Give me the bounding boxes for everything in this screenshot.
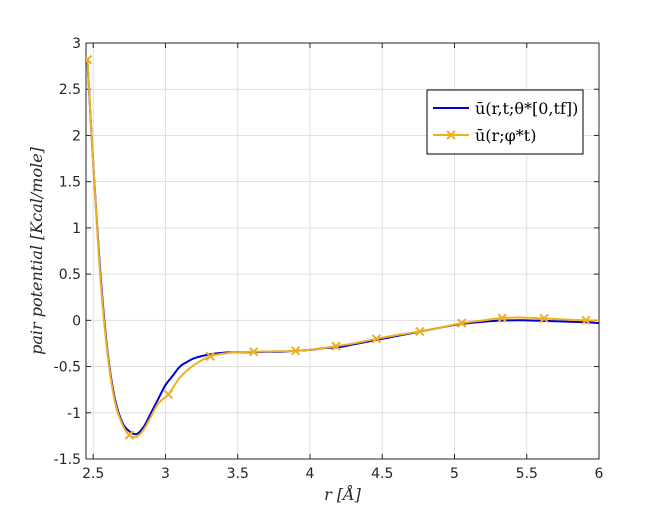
y-tick-label: 0 <box>72 313 81 329</box>
series-2-marker <box>124 430 135 440</box>
series-2-marker <box>581 315 591 326</box>
series-2-marker <box>86 54 93 65</box>
y-tick-label: 2.5 <box>59 82 81 98</box>
x-tick-label: 3.5 <box>227 466 249 482</box>
y-tick-label: 2 <box>72 128 81 144</box>
y-tick-label: -0.5 <box>54 360 81 376</box>
tick-labels: 2.5 3 3.5 4 4.5 5 5.5 6 -1.5 -1 -0.5 0 0.5 1 1.5 2 2.5 3 <box>54 36 604 482</box>
series-2-marker <box>205 351 215 362</box>
y-tick-label: -1 <box>67 406 81 422</box>
axes <box>85 42 600 460</box>
y-tick-label: 3 <box>72 36 81 52</box>
series-2-marker <box>457 318 467 328</box>
y-tick-label: 1 <box>72 221 81 237</box>
series-2-marker <box>331 341 341 351</box>
legend-x-marker <box>446 130 456 140</box>
series-2-marker <box>163 389 174 399</box>
x-tick-label: 4 <box>306 466 315 482</box>
y-axis-label: pair potential [Kcal/mole] <box>27 146 46 355</box>
series-2-marker <box>290 346 301 356</box>
legend-box <box>426 89 584 155</box>
y-tick-label: 0.5 <box>59 267 81 283</box>
y-tick-label: 1.5 <box>59 175 81 191</box>
series-line-2 <box>86 59 599 439</box>
legend-label-series-2: ū(r;φ*t) <box>475 126 536 145</box>
x-tick-label: 2.5 <box>82 466 104 482</box>
x-axis-label: r [Å] <box>324 484 362 504</box>
series-2-marker <box>415 326 425 337</box>
series-2-marker <box>248 347 259 357</box>
legend-label-series-1: ū(r,t;θ*[0,tf]) <box>475 99 578 118</box>
series-2-marker <box>371 334 382 344</box>
x-tick-label: 6 <box>595 466 604 482</box>
x-tick-label: 5.5 <box>516 466 538 482</box>
y-tick-label: -1.5 <box>54 452 81 468</box>
series-layer <box>86 54 599 440</box>
legend: ū(r,t;θ*[0,tf]) ū(r;φ*t) <box>426 89 584 155</box>
x-tick-label: 5 <box>450 466 459 482</box>
legend-marker-series-2 <box>446 130 456 140</box>
series-2-marker <box>497 313 507 323</box>
x-tick-label: 4.5 <box>371 466 393 482</box>
plot-frame <box>85 42 600 460</box>
axis-labels: r [Å] pair potential [Kcal/mole] <box>27 146 362 504</box>
x-tick-label: 3 <box>161 466 170 482</box>
series-2-marker <box>539 313 549 324</box>
